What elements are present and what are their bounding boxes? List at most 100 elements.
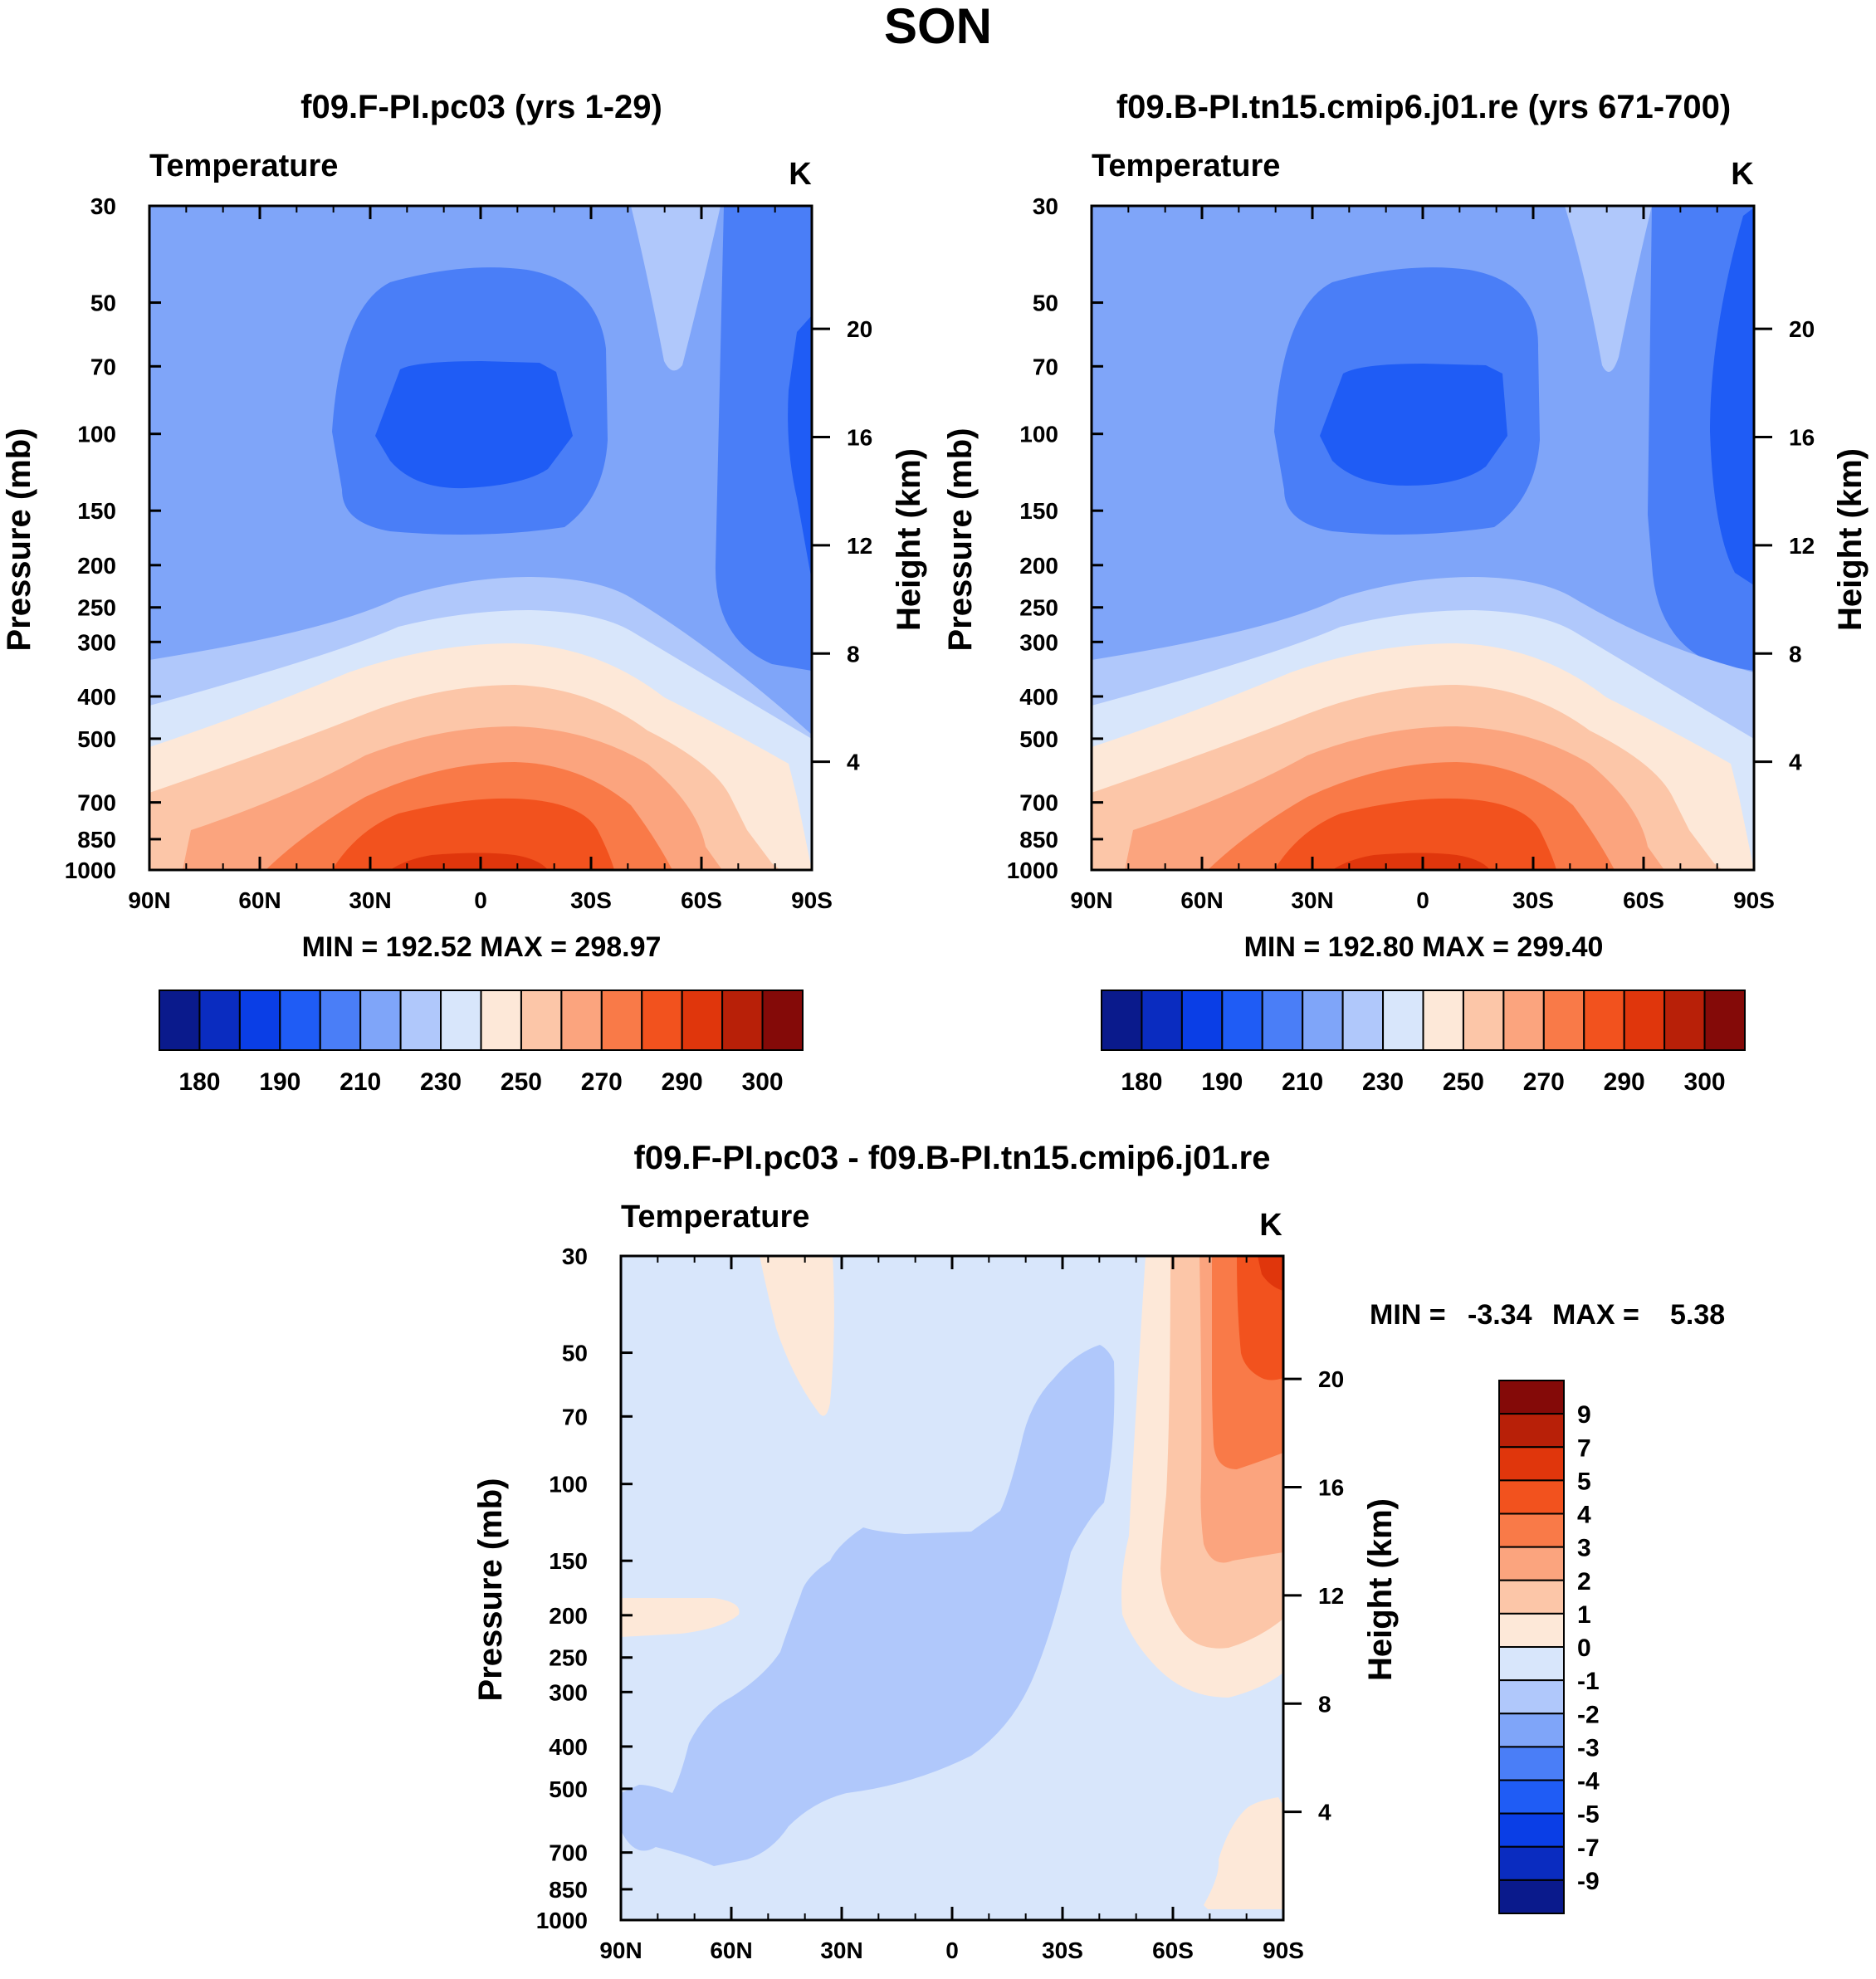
- pressure-tick-label: 30: [1033, 193, 1058, 219]
- panel-left-ylabel-right: Height (km): [891, 448, 927, 631]
- panel-diff-stats-min-label: MIN =: [1370, 1299, 1446, 1331]
- colorbar-swatch: [1498, 1812, 1565, 1848]
- pressure-tick-label: 100: [77, 422, 116, 447]
- pressure-tick-label: 700: [1019, 790, 1058, 816]
- pressure-tick-label: 300: [549, 1679, 588, 1705]
- colorbar-swatch: [319, 990, 362, 1051]
- colorbar-swatch: [1382, 990, 1424, 1051]
- diff-band-pos-5: [1237, 1256, 1283, 1380]
- panel-diff-units: K: [1259, 1208, 1282, 1243]
- temp-band-polar-night-jet: [715, 206, 812, 671]
- height-tick-label: 12: [1789, 533, 1815, 559]
- height-tick-label: 8: [1789, 641, 1802, 667]
- colorbar-label: 210: [1282, 1068, 1323, 1096]
- pressure-tick-label: 200: [549, 1603, 588, 1629]
- x-tick-label: 90S: [791, 887, 833, 913]
- colorbar-swatch: [761, 990, 804, 1051]
- colorbar-swatch: [1221, 990, 1263, 1051]
- x-tick-label: 90N: [599, 1937, 642, 1963]
- pressure-tick-label: 250: [1019, 595, 1058, 621]
- x-tick-label: 60N: [1180, 887, 1223, 913]
- axes-left: 90N 60N 30N 0 30S 60S 90S 30 50 70 100 150 200 250 300…: [65, 193, 872, 913]
- x-tick-label: 30S: [1042, 1937, 1083, 1963]
- colorbar-swatch: [1498, 1446, 1565, 1482]
- colorbar-swatch: [1302, 990, 1344, 1051]
- colorbar-label: -3: [1577, 1734, 1600, 1762]
- colorbar-swatch: [1542, 990, 1585, 1051]
- colorbar-swatch: [279, 990, 321, 1051]
- colorbar-swatch: [1498, 1845, 1565, 1881]
- x-tick-label: 0: [945, 1937, 959, 1963]
- panel-right-stats: MIN = 192.80 MAX = 299.40: [1244, 931, 1604, 963]
- pressure-tick-label: 700: [549, 1840, 588, 1866]
- temperature-field-right: [1092, 206, 1754, 870]
- colorbar-swatch: [1341, 990, 1385, 1051]
- x-tick-label: 60S: [1623, 887, 1664, 913]
- colorbar-swatch: [1462, 990, 1505, 1051]
- colorbar-label: -7: [1577, 1835, 1600, 1862]
- pressure-tick-label: 1000: [65, 858, 116, 883]
- colorbar-swatch: [1498, 1380, 1565, 1415]
- x-tick-label: 60N: [710, 1937, 752, 1963]
- colorbar-swatch: [359, 990, 402, 1051]
- colorbar-label: 7: [1577, 1434, 1591, 1462]
- temp-band-295: [1274, 798, 1556, 870]
- x-tick-label: 30S: [570, 887, 612, 913]
- temp-band-298: [1332, 853, 1490, 870]
- height-tick-label: 4: [1318, 1800, 1331, 1825]
- panel-right-subtitle: Temperature: [1092, 149, 1280, 183]
- colorbar-label: 230: [1362, 1068, 1404, 1096]
- height-tick-label: 16: [847, 425, 872, 451]
- x-tick-label: 60S: [1152, 1937, 1194, 1963]
- colorbar-swatch: [560, 990, 603, 1051]
- pressure-tick-label: 150: [77, 498, 116, 524]
- colorbar-swatch: [1663, 990, 1706, 1051]
- pressure-tick-label: 200: [1019, 553, 1058, 579]
- pressure-tick-label: 100: [1019, 422, 1058, 447]
- difference-field: [621, 1256, 1283, 1920]
- colorbar-left: 180 190 210 230 250 270 290 300: [159, 990, 804, 1096]
- pressure-tick-label: 850: [549, 1877, 588, 1903]
- panel-right-ylabel-right: Height (km): [1832, 448, 1869, 631]
- colorbar-swatch: [1498, 1646, 1565, 1682]
- diff-band-negative: [621, 1345, 1115, 1866]
- colorbar-swatch: [480, 990, 522, 1051]
- colorbar-label: 2: [1577, 1568, 1591, 1595]
- pressure-tick-label: 400: [77, 684, 116, 710]
- panel-diff-stats-max-label: MAX =: [1552, 1299, 1639, 1331]
- height-tick-label: 12: [1318, 1583, 1344, 1609]
- pressure-tick-label: 70: [562, 1404, 588, 1429]
- colorbar-label: -1: [1577, 1668, 1600, 1695]
- colorbar-swatch: [1703, 990, 1746, 1051]
- panel-right-title: f09.B-PI.tn15.cmip6.j01.re (yrs 671-700): [1116, 89, 1731, 125]
- height-tick-label: 4: [1789, 750, 1802, 775]
- colorbar-label: 180: [178, 1068, 220, 1096]
- colorbar-swatch: [721, 990, 764, 1051]
- pressure-tick-label: 50: [562, 1341, 588, 1366]
- colorbar-swatch: [681, 990, 724, 1051]
- colorbar-label: 1: [1577, 1601, 1591, 1629]
- x-tick-label: 30N: [820, 1937, 862, 1963]
- diff-band-pos-bottom: [1204, 1797, 1283, 1909]
- colorbar-swatch: [1623, 990, 1666, 1051]
- colorbar-swatch: [1583, 990, 1625, 1051]
- pressure-tick-label: 50: [1033, 291, 1058, 316]
- colorbar-label: 190: [259, 1068, 300, 1096]
- colorbar-swatch: [1141, 990, 1183, 1051]
- pressure-tick-label: 200: [77, 553, 116, 579]
- colorbar-label: 9: [1577, 1401, 1591, 1429]
- colorbar-label: 230: [420, 1068, 462, 1096]
- colorbar-label: -4: [1577, 1768, 1600, 1796]
- height-tick-label: 8: [847, 641, 860, 667]
- temp-band-polar-core: [788, 315, 812, 581]
- panel-diff-ylabel-right: Height (km): [1362, 1498, 1399, 1681]
- pressure-tick-label: 250: [549, 1645, 588, 1671]
- x-tick-label: 90N: [128, 887, 170, 913]
- panel-right-units: K: [1731, 157, 1754, 192]
- colorbar-swatch: [1498, 1612, 1565, 1648]
- colorbar-label: 250: [501, 1068, 542, 1096]
- colorbar-label: 300: [742, 1068, 784, 1096]
- x-tick-label: 60N: [238, 887, 281, 913]
- colorbar-label: 3: [1577, 1535, 1591, 1562]
